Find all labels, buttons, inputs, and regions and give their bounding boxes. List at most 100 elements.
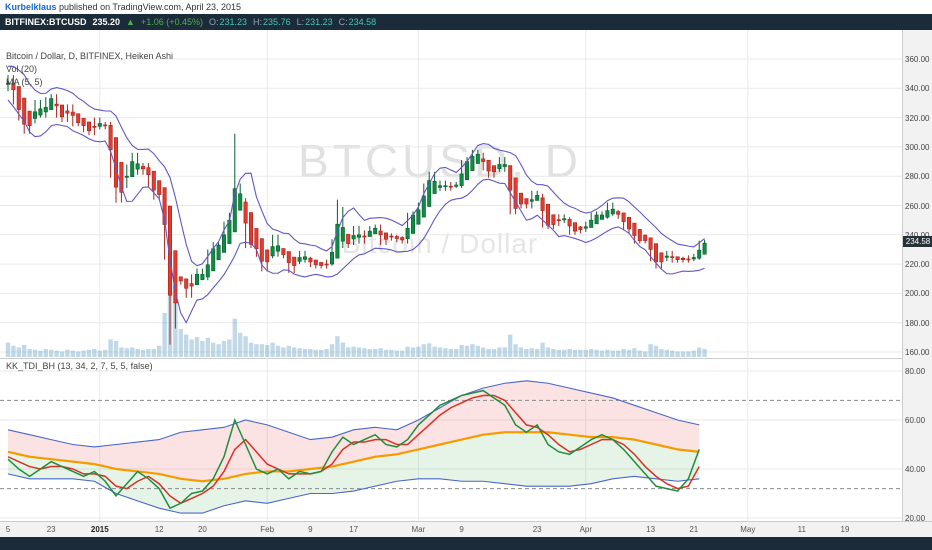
candle: [297, 257, 302, 262]
volume-bar: [599, 350, 605, 357]
candle: [562, 218, 567, 221]
candle: [173, 250, 178, 304]
time-axis-label: 9: [308, 525, 313, 534]
volume-bar: [540, 342, 545, 357]
volume-bar: [65, 349, 70, 357]
candle: [632, 222, 637, 236]
candle: [702, 242, 707, 255]
candle: [87, 121, 92, 132]
candle: [680, 257, 685, 261]
price-axis-tick: 160.00: [905, 348, 930, 357]
tdi-axis-tick: 20.00: [905, 514, 926, 523]
candle: [135, 163, 140, 170]
volume-bar: [373, 349, 378, 357]
volume-bar: [491, 349, 497, 357]
price-axis[interactable]: 234.58 360.00 340.00 320.00 300.00 280.00 260…: [902, 30, 932, 523]
volume-bar: [637, 350, 642, 357]
price-change: +1.06 (+0.45%): [140, 17, 203, 27]
candle: [437, 185, 442, 188]
candle: [594, 214, 599, 225]
candle: [6, 82, 11, 85]
volume-bar: [140, 349, 146, 357]
volume-bar: [605, 349, 610, 357]
volume-bar: [437, 347, 443, 357]
volume-bar: [675, 351, 680, 357]
time-axis-label: May: [740, 525, 756, 534]
volume-bar: [54, 350, 59, 357]
price-chart-canvas[interactable]: [0, 30, 902, 358]
volume-bar: [162, 313, 167, 357]
candle: [578, 226, 583, 230]
ohlc-close: C: 234.58: [338, 17, 377, 27]
volume-bar: [400, 350, 405, 357]
time-axis-label: 5: [5, 525, 11, 534]
volume-bar: [286, 345, 291, 357]
volume-bar: [81, 350, 86, 357]
time-axis-label: 21: [689, 525, 699, 534]
candle: [162, 187, 167, 225]
candle: [346, 234, 351, 244]
volume-bar: [362, 348, 367, 357]
volume-bar: [562, 349, 567, 357]
up-arrow-icon: ▲: [126, 17, 135, 27]
volume-bar: [38, 350, 43, 357]
candle: [335, 223, 340, 259]
volume-bar: [157, 345, 162, 357]
time-axis-label: 11: [797, 525, 806, 534]
volume-bar: [259, 344, 264, 357]
tdi-indicator-pane[interactable]: KK_TDI_BH (13, 34, 2, 7, 5, 5, false): [0, 358, 902, 521]
volume-bar: [567, 349, 572, 357]
author-link[interactable]: Kurbelklaus: [5, 2, 57, 12]
volume-bar: [394, 350, 399, 357]
candle: [54, 103, 59, 107]
volume-bar: [383, 349, 389, 357]
volume-bar: [659, 349, 664, 357]
volume-bar: [367, 349, 372, 357]
volume-bar: [130, 347, 135, 357]
volume-bar: [265, 345, 270, 357]
tdi-chart-canvas[interactable]: [0, 358, 902, 521]
candle: [697, 249, 702, 259]
candle: [443, 185, 448, 188]
last-price-tag: 234.58: [903, 235, 932, 247]
candle: [270, 246, 275, 257]
candle: [195, 274, 200, 286]
candle: [22, 97, 27, 125]
volume-bar: [664, 349, 669, 357]
candle: [70, 111, 75, 116]
volume-bar: [556, 349, 561, 357]
volume-bar: [151, 349, 156, 357]
candle: [367, 230, 372, 237]
symbol-label: BITFINEX:BTCUSD: [5, 17, 87, 27]
candle: [65, 110, 70, 114]
candle: [605, 210, 610, 218]
tdi-upper-band-line: [7, 380, 700, 448]
price-axis-tick: 240.00: [905, 231, 929, 240]
volume-bar: [702, 349, 707, 357]
candle: [621, 212, 626, 222]
candle: [529, 199, 534, 202]
volume-bar: [416, 346, 421, 357]
volume-bar: [70, 350, 75, 357]
candle: [108, 124, 113, 151]
time-axis-label: 9: [459, 525, 464, 534]
time-axis-label: 13: [646, 525, 656, 534]
candle: [308, 257, 313, 263]
legend-main: Bitcoin / Dollar, D, BITFINEX, Heiken As…: [6, 51, 174, 61]
watermark-symbol: BTCUSD, D: [298, 135, 582, 187]
price-pane[interactable]: BTCUSD, D Bitcoin / Dollar Bitcoin / Dol…: [0, 30, 902, 358]
volume-bar: [216, 344, 221, 357]
volume-bar: [324, 349, 329, 357]
candle: [92, 126, 97, 128]
candle: [556, 219, 561, 221]
time-axis[interactable]: 5 23 2015 12 20 Feb 9 17 Mar 9 23 Apr 13 21 May 11 19: [0, 521, 932, 537]
candle: [124, 175, 129, 178]
volume-bar: [292, 347, 297, 357]
volume-bar: [173, 301, 178, 357]
candle: [184, 278, 189, 289]
volume-bar: [670, 350, 675, 357]
candle: [302, 256, 307, 260]
candle: [27, 110, 32, 126]
candle: [351, 235, 356, 240]
volume-bar: [497, 347, 502, 357]
